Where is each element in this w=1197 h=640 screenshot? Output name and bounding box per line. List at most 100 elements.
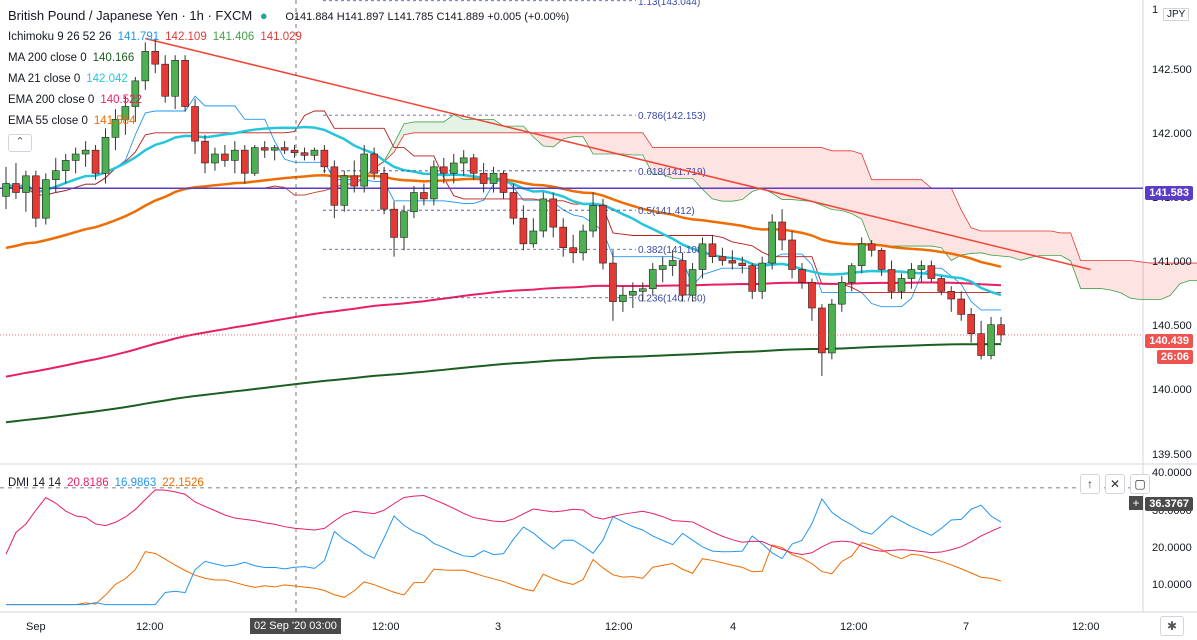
time-tick-label: 4 xyxy=(730,621,737,633)
candle-down xyxy=(977,333,985,356)
indicator-value: 141.791 xyxy=(117,31,160,43)
di-minus-line xyxy=(6,497,1002,606)
candle-down xyxy=(201,140,209,164)
candle-down xyxy=(280,147,289,151)
candle-down xyxy=(599,205,607,264)
candle-up xyxy=(847,265,856,283)
candle-down xyxy=(260,147,269,151)
pane-controls: ↑ ✕ ▢ xyxy=(1080,474,1155,494)
ichimoku-cloud xyxy=(692,147,703,190)
candle-up xyxy=(629,291,637,296)
indicator-value: 141.406 xyxy=(212,31,255,43)
ichimoku-cloud xyxy=(712,147,723,202)
candle-up xyxy=(22,175,30,193)
collapse-legend-button[interactable]: ⌃ xyxy=(8,134,32,152)
candle-up xyxy=(121,106,130,120)
indicator-legend-row[interactable]: EMA 200 close 0 140.522 xyxy=(8,93,148,107)
indicator-legend-row[interactable]: Ichimoku 9 26 52 26 141.791 142.109 141.406… xyxy=(8,30,308,44)
candle-down xyxy=(778,221,786,241)
ichimoku-cloud xyxy=(941,188,952,261)
candle-down xyxy=(559,226,568,248)
fib-level-label: 0.236(140.730) xyxy=(638,294,706,305)
currency-badge[interactable]: JPY xyxy=(1163,8,1190,21)
chevron-up-icon: ⌃ xyxy=(15,136,25,148)
candle-up xyxy=(141,51,150,82)
ichimoku-cloud xyxy=(622,132,633,155)
candle-up xyxy=(310,149,319,156)
dmi-tick-label: 20.0000 xyxy=(1152,541,1192,554)
ichimoku-cloud xyxy=(1030,231,1041,258)
candle-up xyxy=(917,265,926,270)
ichimoku-cloud xyxy=(493,119,504,133)
ichimoku-cloud xyxy=(931,188,942,248)
close-pane-button[interactable]: ✕ xyxy=(1105,474,1125,494)
candle-down xyxy=(320,149,329,168)
price-tick-label: 1 xyxy=(1152,4,1159,16)
candle-up xyxy=(648,269,657,290)
ichimoku-cloud xyxy=(1160,263,1171,300)
ichimoku-cloud xyxy=(1110,260,1121,293)
candle-up xyxy=(837,282,846,305)
fib-level-label: 0.618(141.719) xyxy=(638,167,706,178)
candle-up xyxy=(489,172,498,184)
indicator-label: EMA 55 close 0 xyxy=(8,115,88,127)
candle-up xyxy=(400,211,408,238)
ichimoku-cloud xyxy=(702,147,713,199)
indicator-value: 140.522 xyxy=(100,94,142,106)
symbol-title[interactable]: British Pound / Japanese Yen · 1h · FXCM xyxy=(8,8,253,23)
move-up-button[interactable]: ↑ xyxy=(1080,474,1100,494)
time-tick-label: 7 xyxy=(963,621,970,633)
candle-up xyxy=(529,230,538,245)
ichimoku-cloud xyxy=(662,147,673,179)
candle-up xyxy=(768,221,776,264)
adx-line xyxy=(5,489,1002,556)
ichimoku-cloud xyxy=(394,123,404,153)
candle-down xyxy=(420,192,428,200)
price-tick-label: 139.500 xyxy=(1152,448,1192,461)
candle-down xyxy=(927,265,936,279)
fib-level-label: 0.5(141.412) xyxy=(638,206,695,217)
ichimoku-cloud xyxy=(413,121,424,133)
candle-down xyxy=(967,314,975,334)
candle-down xyxy=(808,282,816,309)
candle-up xyxy=(2,183,10,197)
indicator-value: 140.166 xyxy=(92,52,135,64)
candle-down xyxy=(191,106,199,142)
candle-up xyxy=(171,60,179,97)
ichimoku-cloud xyxy=(1090,260,1101,289)
last-price-tag: 140.439 xyxy=(1145,334,1193,348)
settings-gear-icon[interactable]: ✱ xyxy=(1160,616,1184,636)
ema-200-line xyxy=(5,281,1002,378)
dmi-legend-row[interactable]: DMI 14 14 20.8186 16.9863 22.1526 xyxy=(8,476,210,490)
ichimoku-cloud xyxy=(423,121,434,133)
indicator-legend-row[interactable]: EMA 55 close 0 141.584 xyxy=(8,114,141,128)
price-tick-label: 142.000 xyxy=(1152,127,1192,140)
time-tick-label: 3 xyxy=(495,621,502,633)
ichimoku-cloud xyxy=(732,147,743,202)
candle-down xyxy=(997,324,1005,336)
candle-down xyxy=(32,175,40,219)
ichimoku-cloud xyxy=(811,147,822,206)
candle-down xyxy=(479,172,488,184)
ichimoku-cloud xyxy=(433,121,444,133)
candle-up xyxy=(340,175,349,206)
ichimoku-cloud xyxy=(1060,232,1071,261)
candle-down xyxy=(300,152,309,156)
candle-down xyxy=(469,157,478,174)
indicator-legend-row[interactable]: MA 200 close 0 140.166 xyxy=(8,51,140,65)
candle-down xyxy=(509,192,518,219)
indicator-legend-row[interactable]: MA 21 close 0 142.042 xyxy=(8,72,134,86)
candle-down xyxy=(609,262,617,302)
candle-down xyxy=(390,208,398,238)
candle-up xyxy=(828,303,836,354)
time-tick-label: 12:00 xyxy=(136,621,164,633)
add-indicator-button[interactable]: + xyxy=(1129,496,1143,510)
candle-down xyxy=(937,278,946,292)
indicator-label: Ichimoku 9 26 52 26 xyxy=(8,31,112,43)
ohlc-high: H141.897 xyxy=(336,11,385,23)
fib-level-label: 0.786(142.153) xyxy=(638,111,706,122)
maximize-pane-button[interactable]: ▢ xyxy=(1130,474,1150,494)
ichimoku-cloud xyxy=(563,132,574,139)
indicator-value: 141.584 xyxy=(93,115,136,127)
